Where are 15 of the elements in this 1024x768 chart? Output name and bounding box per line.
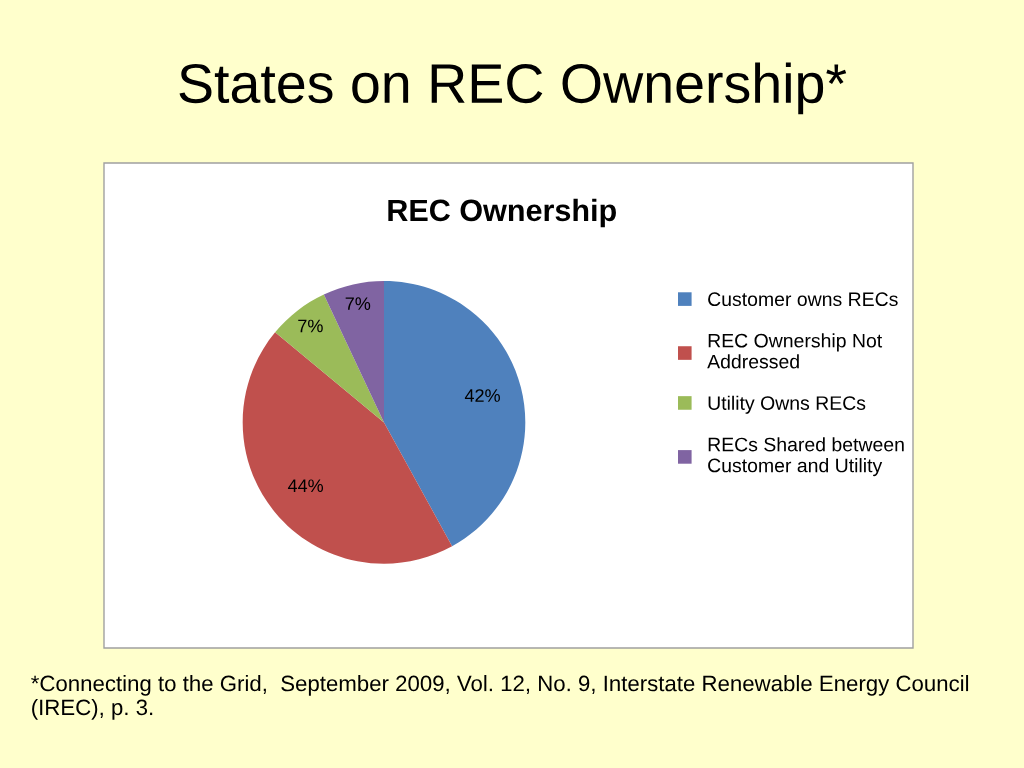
chart-title: States on REC Ownership* [179,62,847,115]
pie-slice [275,294,384,423]
legend-label: RECs Shared between Customer and Utility [708,437,904,477]
pie-slice [242,332,453,564]
pie-slice [384,281,526,547]
legend-label: Customer owns RECs [708,292,898,307]
data-label: 42% [464,389,500,402]
data-label: 44% [287,479,324,493]
data-label: 7% [298,319,323,333]
pie-slice [323,281,384,423]
legend-label: REC Ownership Not Addressed [707,333,883,369]
legend-label: Utility Owns RECs [708,395,866,414]
chart-subtitle: REC Ownership [388,198,616,228]
data-label: 7% [345,297,371,310]
text: *Connecting to the Grid, September 2009, Vol. 12, No. 9, Interstate Renewable Energy Council (IREC), p. 3. [31,675,969,720]
